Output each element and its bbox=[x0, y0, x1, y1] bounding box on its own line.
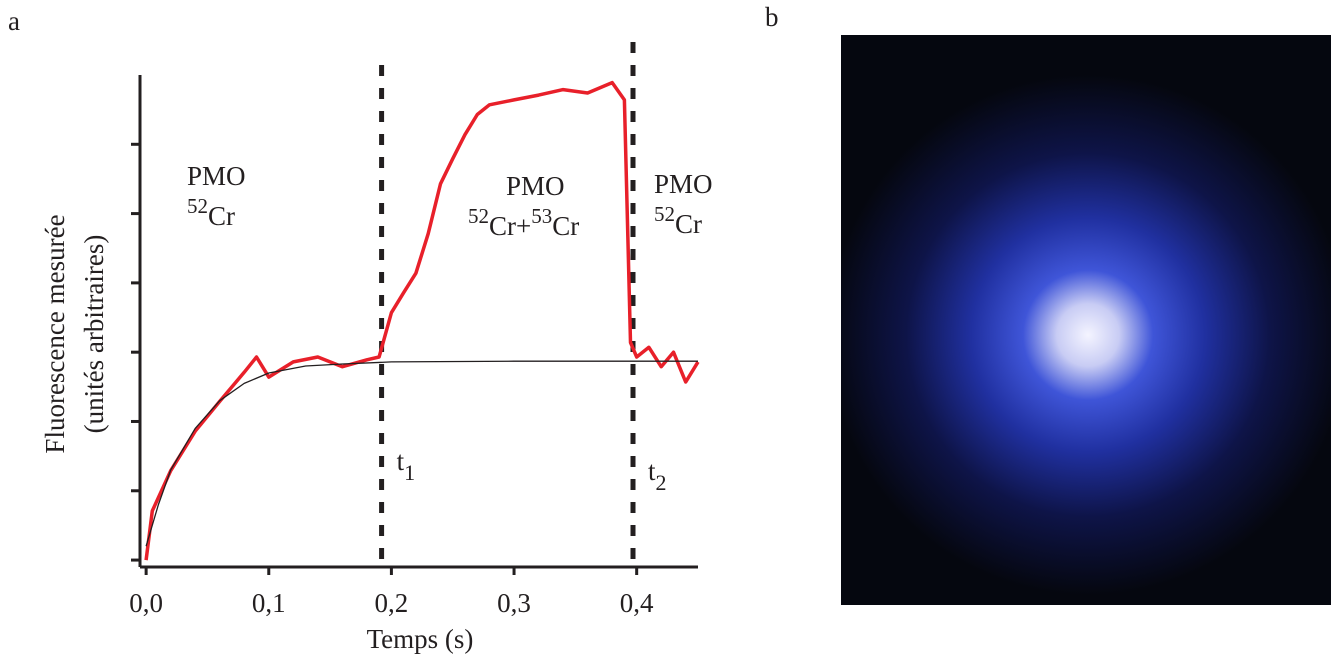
panel-label: b bbox=[765, 2, 779, 32]
x-tick-label: 0,2 bbox=[375, 588, 409, 618]
marker-subscript: 2 bbox=[656, 470, 667, 495]
x-tick-label: 0,0 bbox=[129, 588, 163, 618]
data-line bbox=[145, 360, 698, 547]
y-axis-label: Fluorescence mesurée bbox=[40, 214, 70, 453]
annotation-formula: 52Cr bbox=[187, 194, 235, 231]
x-axis-label: Temps (s) bbox=[367, 624, 474, 654]
element: Cr bbox=[208, 201, 235, 231]
annotation-title: PMO bbox=[506, 171, 565, 201]
data-line bbox=[144, 80, 700, 561]
fluorescence-image bbox=[841, 35, 1331, 605]
superscript: 52 bbox=[187, 194, 208, 218]
marker-label: t1 bbox=[397, 446, 416, 485]
x-tick-label: 0,3 bbox=[497, 588, 531, 618]
element: Cr+ bbox=[489, 211, 531, 241]
marker-text: t bbox=[648, 456, 656, 486]
element: Cr bbox=[552, 211, 579, 241]
marker-label: t2 bbox=[648, 456, 667, 495]
x-tick-label: 0,4 bbox=[620, 588, 654, 618]
annotation-formula: 52Cr bbox=[654, 202, 702, 239]
superscript: 52 bbox=[654, 202, 675, 226]
marker-subscript: 1 bbox=[404, 460, 415, 485]
annotation-title: PMO bbox=[654, 169, 713, 199]
y-axis-label: (unités arbitraires) bbox=[79, 235, 109, 434]
marker-text: t bbox=[397, 446, 405, 476]
annotation-formula: 52Cr+53Cr bbox=[468, 204, 579, 241]
annotation-title: PMO bbox=[187, 161, 246, 191]
superscript: 53 bbox=[531, 204, 552, 228]
element: Cr bbox=[675, 209, 702, 239]
panel-label: a bbox=[8, 6, 20, 36]
superscript: 52 bbox=[468, 204, 489, 228]
x-tick-label: 0,1 bbox=[252, 588, 286, 618]
